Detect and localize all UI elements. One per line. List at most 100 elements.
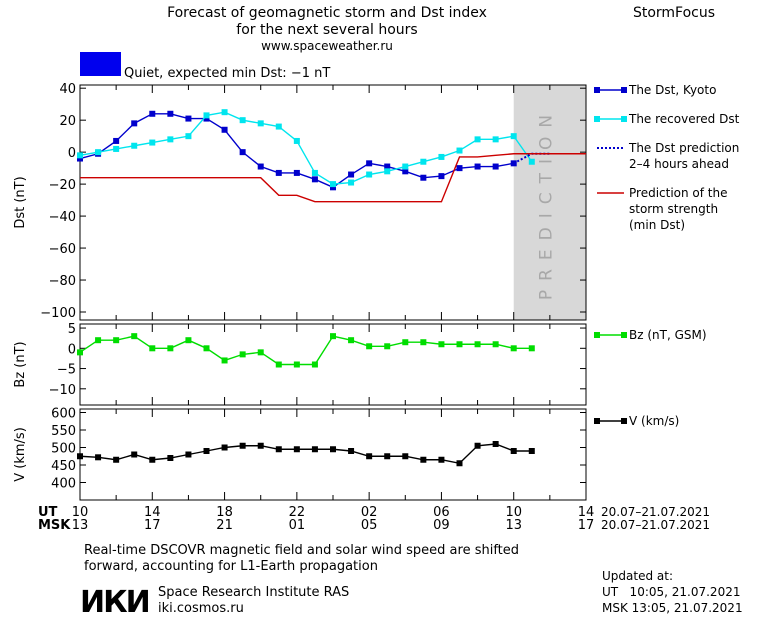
legend-entry: V (km/s) (594, 414, 679, 428)
y-tick-label: −5 (57, 363, 76, 378)
dst-series-line-0 (79, 113, 514, 189)
dst-data-point (77, 155, 83, 162)
dst-data-point (402, 168, 409, 175)
brand-name: StormFocus (633, 5, 715, 21)
legend-marker (621, 116, 627, 122)
time-axis: UTMSK1013141718212201020506091013141720.… (38, 505, 710, 533)
dst-data-point (77, 152, 83, 159)
y-tick-label: 500 (51, 442, 76, 457)
bz-data-point (330, 333, 336, 340)
y-tick-label: 0 (68, 146, 76, 161)
updated-ut: UT 10:05, 21.07.2021 (602, 585, 740, 599)
bz-data-point (456, 341, 463, 348)
legend-marker (594, 116, 600, 122)
updated-label: Updated at: (602, 569, 673, 583)
dst-data-point (528, 158, 535, 165)
msk-tick-label: 21 (216, 518, 233, 533)
dst-data-point (311, 176, 318, 183)
chart-title-line1: Forecast of geomagnetic storm and Dst in… (167, 5, 487, 21)
updated-msk: MSK 13:05, 21.07.2021 (602, 601, 743, 615)
legend-label: V (km/s) (629, 414, 679, 428)
bz-data-point (95, 337, 102, 344)
dst-data-point (131, 142, 138, 149)
bz-data-point (420, 339, 427, 346)
v-data-point (275, 446, 282, 453)
bz-data-point (366, 343, 373, 350)
dst-data-point (438, 173, 445, 180)
bz-data-point (311, 361, 318, 368)
legend-entry: Prediction of the storm strength (min Dst) (597, 186, 728, 232)
dst-data-point (113, 145, 120, 152)
msk-tick-label: 09 (433, 518, 450, 533)
msk-tick-label: 17 (144, 518, 161, 533)
v-data-point (528, 448, 535, 454)
dst-data-point (221, 109, 228, 116)
dst-data-point (348, 171, 355, 178)
v-data-point (492, 441, 499, 447)
bz-data-point (113, 337, 120, 344)
dst-data-point (185, 115, 192, 122)
v-panel: 600 550 500 450 400 V (km/s) (13, 407, 587, 501)
footer-note-line2: forward, accounting for L1-Earth propaga… (84, 559, 378, 574)
bz-data-point (131, 333, 138, 340)
dst-data-point (95, 149, 102, 156)
status-color-swatch (80, 52, 121, 76)
y-tick-label: 400 (51, 477, 76, 492)
bz-series-line-0 (79, 335, 532, 366)
v-data-point (456, 460, 463, 467)
legend-entry: The Dst, Kyoto (594, 83, 716, 97)
v-data-point (239, 442, 246, 449)
v-data-point (77, 453, 83, 460)
dst-axis-label: Dst (nT) (13, 176, 28, 228)
footer-note-line1: Real-time DSCOVR magnetic field and sola… (84, 543, 519, 558)
y-tick-label: −100 (40, 306, 76, 321)
ut-tick-label: 14 (144, 505, 161, 520)
msk-date-range: 20.07–21.07.2021 (601, 518, 710, 532)
y-tick-label: 20 (59, 114, 76, 129)
legend-entry: Bz (nT, GSM) (594, 328, 707, 342)
dst-data-point (366, 160, 373, 167)
v-data-point (185, 451, 192, 458)
y-tick-label: 600 (51, 407, 76, 422)
dst-frame (79, 84, 587, 321)
ut-tick-label: 02 (361, 505, 378, 520)
legend-label: The Dst prediction (628, 141, 739, 155)
dst-data-point (402, 163, 409, 170)
dst-data-point (293, 137, 300, 144)
v-data-point (257, 442, 264, 449)
msk-tick-label: 13 (72, 518, 89, 533)
dst-data-point (221, 126, 228, 133)
v-data-point (167, 455, 174, 461)
dst-data-point (239, 117, 246, 124)
bz-data-point (167, 345, 174, 352)
v-data-point (366, 453, 373, 460)
prediction-label: PREDICTION (537, 106, 557, 300)
bz-data-point (438, 341, 445, 348)
v-data-point (330, 446, 336, 453)
v-data-point (131, 451, 138, 458)
dst-data-point (257, 163, 264, 170)
dst-data-point (203, 115, 210, 122)
legend-marker (621, 332, 627, 338)
dst-data-point (239, 149, 246, 156)
bz-data-point (348, 337, 355, 344)
chart-legend: The Dst, Kyoto The recovered Dst The Dst p… (594, 83, 740, 428)
dst-data-point (438, 153, 445, 160)
dst-data-point (474, 136, 481, 143)
v-data-point (438, 456, 445, 463)
ut-tick-label: 10 (72, 505, 89, 520)
legend-label: (min Dst) (629, 218, 685, 232)
ut-date-range: 20.07–21.07.2021 (601, 505, 710, 519)
dst-data-point (420, 158, 427, 165)
legend-label: The recovered Dst (628, 112, 740, 126)
bz-data-point (77, 349, 83, 356)
y-tick-label: −80 (49, 274, 76, 289)
legend-marker (594, 418, 600, 424)
v-data-point (474, 442, 481, 449)
v-data-point (149, 456, 156, 463)
ut-axis-label: UT (38, 505, 58, 520)
bz-data-point (149, 345, 156, 352)
bz-data-point (384, 343, 391, 350)
y-tick-label: 0 (68, 342, 76, 357)
prediction-region (513, 85, 586, 320)
